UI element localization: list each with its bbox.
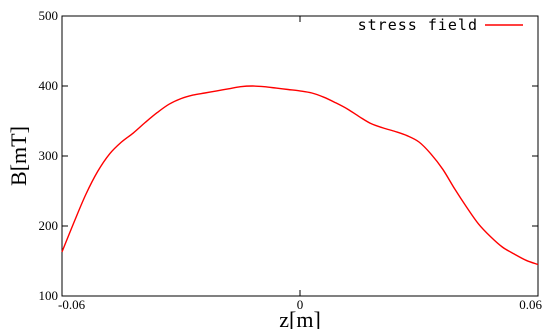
y-tick-label: 500	[39, 8, 59, 23]
y-axis-ticks: 100 200 300 400 500	[39, 8, 538, 303]
y-tick-label: 400	[39, 78, 59, 93]
x-tick-label: 0.06	[519, 297, 542, 312]
x-axis-ticks: -0.06 0 0.06	[58, 16, 543, 312]
series-line-stress-field	[61, 85, 539, 266]
x-tick-label: -0.06	[58, 297, 86, 312]
y-tick-label: 200	[39, 218, 59, 233]
y-tick-label: 300	[39, 148, 59, 163]
plot-area-frame	[61, 15, 539, 297]
legend-label: stress field	[358, 16, 478, 34]
y-tick-label: 100	[39, 288, 59, 303]
x-tick-label: 0	[297, 297, 304, 312]
legend: stress field	[358, 16, 523, 34]
x-axis-label: z[m]	[279, 307, 321, 329]
y-axis-label: B[mT]	[6, 126, 31, 186]
